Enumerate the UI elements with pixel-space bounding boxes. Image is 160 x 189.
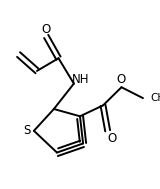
Text: O: O xyxy=(108,132,117,145)
Text: O: O xyxy=(117,74,126,87)
Text: S: S xyxy=(23,124,31,137)
Text: CH₃: CH₃ xyxy=(151,93,160,103)
Text: NH: NH xyxy=(72,74,89,87)
Text: O: O xyxy=(42,23,51,36)
